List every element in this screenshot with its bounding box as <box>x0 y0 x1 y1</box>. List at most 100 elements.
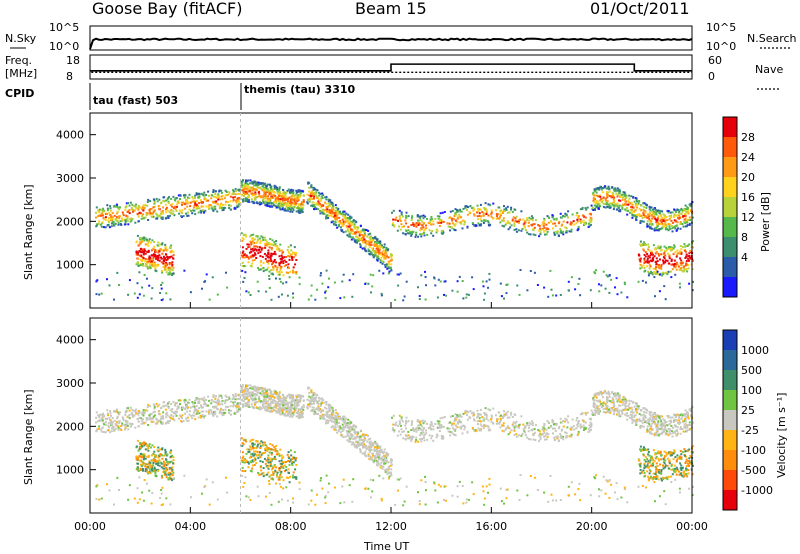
power-cell <box>147 219 150 221</box>
velocity-cell <box>129 422 132 425</box>
velocity-cell <box>194 402 196 404</box>
colorbar-swatch <box>723 257 737 278</box>
power-cell <box>419 218 422 221</box>
power-cell <box>490 215 493 218</box>
power-cell <box>192 197 195 200</box>
power-cell <box>153 202 156 205</box>
power-cell <box>597 195 600 198</box>
power-cell <box>423 234 426 237</box>
power-cell <box>526 218 529 221</box>
power-cell <box>688 259 690 262</box>
power-cell <box>272 188 275 191</box>
velocity-cell <box>134 410 137 413</box>
power-cell <box>276 199 279 202</box>
colorbar-swatch <box>723 157 737 178</box>
velocity-cell <box>110 422 113 425</box>
power-cell <box>659 219 662 222</box>
velocity-cell <box>310 409 313 412</box>
power-cell <box>139 264 142 266</box>
velocity-cell <box>174 410 177 413</box>
power-cell <box>171 263 174 266</box>
velocity-cell <box>152 415 155 418</box>
power-cell <box>631 216 634 219</box>
power-cell <box>359 230 362 233</box>
velocity-cell <box>181 408 183 411</box>
power-cell <box>337 212 340 214</box>
power-cell <box>688 252 691 255</box>
power-cell <box>633 209 636 212</box>
power-cell <box>685 263 688 266</box>
power-cell <box>643 243 645 246</box>
velocity-cell <box>106 409 109 412</box>
power-cell <box>483 219 486 222</box>
power-cell <box>666 248 668 251</box>
velocity-cell <box>352 424 355 427</box>
velocity-cell <box>179 403 181 405</box>
power-cell <box>565 214 568 217</box>
power-cell <box>660 218 663 221</box>
power-cell <box>140 259 143 262</box>
power-cell <box>269 199 272 202</box>
velocity-cell <box>194 407 197 410</box>
power-cell <box>170 244 173 247</box>
power-cell <box>595 191 598 194</box>
velocity-cell <box>310 389 313 392</box>
power-cell <box>606 187 609 190</box>
power-cell <box>487 214 490 217</box>
power-cell <box>654 261 657 263</box>
power-cell <box>263 190 266 193</box>
velocity-cell <box>216 407 219 410</box>
power-cell <box>150 212 153 215</box>
power-cell <box>151 239 154 242</box>
power-cell <box>393 225 396 228</box>
velocity-cell <box>118 422 121 425</box>
velocity-cell <box>315 413 318 415</box>
power-cell <box>282 282 285 285</box>
power-cell <box>560 216 563 219</box>
power-cell <box>653 255 656 258</box>
power-cell <box>184 202 187 205</box>
velocity-cell <box>142 414 145 417</box>
power-cell <box>266 191 268 194</box>
power-cell <box>236 206 239 209</box>
power-cell <box>324 196 327 199</box>
power-cell <box>651 251 653 254</box>
power-cell <box>296 198 299 201</box>
power-cell <box>258 203 261 206</box>
power-cell <box>534 219 537 222</box>
power-cell <box>172 266 175 269</box>
colorbar-swatch <box>723 217 737 238</box>
power-cell <box>131 208 134 210</box>
power-cell <box>346 229 349 232</box>
power-cell <box>234 188 237 190</box>
power-cell <box>292 209 295 212</box>
power-cell <box>406 232 409 235</box>
power-cell <box>216 293 219 296</box>
power-cell <box>146 243 149 246</box>
power-cell <box>324 291 327 294</box>
power-cell <box>276 188 279 190</box>
power-cell <box>297 189 300 192</box>
power-cell <box>278 249 281 252</box>
power-cell <box>506 220 509 223</box>
power-cell <box>261 267 264 270</box>
colorbar-swatch <box>723 277 737 298</box>
power-cell <box>604 202 607 205</box>
power-cell <box>443 293 445 296</box>
velocity-cell <box>325 407 328 410</box>
power-cell <box>295 259 298 261</box>
power-cell <box>380 294 383 297</box>
power-cell <box>595 187 598 190</box>
power-cell <box>142 294 145 297</box>
power-cell <box>565 227 568 230</box>
velocity-cell <box>340 435 343 438</box>
power-cell <box>398 215 401 218</box>
power-cell <box>356 228 359 231</box>
power-cell <box>341 280 344 283</box>
power-cell <box>640 204 643 207</box>
velocity-cell <box>197 416 200 419</box>
date-title: 01/Oct/2011 <box>590 0 690 18</box>
power-cell <box>98 211 101 214</box>
velocity-cell <box>293 409 296 412</box>
power-cell <box>437 278 440 281</box>
